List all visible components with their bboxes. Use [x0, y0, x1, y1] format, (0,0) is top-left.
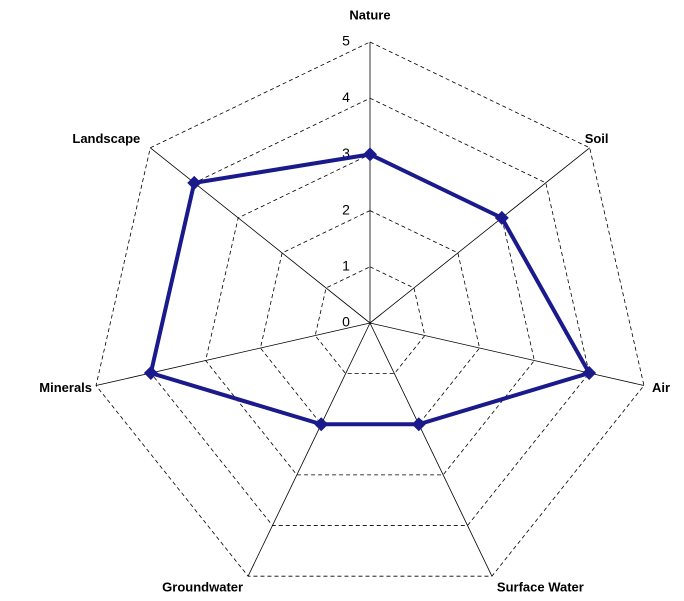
axis-line: [369, 322, 493, 577]
tick-label: 1: [342, 258, 350, 274]
tick-label: 3: [342, 145, 350, 161]
axis-line: [247, 322, 371, 577]
tick-label: 0: [342, 314, 350, 330]
category-label: Soil: [585, 131, 609, 146]
data-marker: [363, 147, 377, 162]
tick-label: 4: [342, 89, 350, 105]
grid-ring: [95, 41, 645, 577]
grid-ring: [205, 153, 535, 476]
category-label: Groundwater: [162, 580, 243, 595]
grid-ring: [314, 266, 426, 375]
axis-line: [369, 147, 590, 324]
data-marker: [187, 175, 202, 190]
category-label: Air: [652, 380, 670, 395]
axis-line: [95, 322, 371, 386]
category-label: Nature: [349, 7, 390, 22]
data-marker: [411, 417, 426, 432]
category-label: Minerals: [39, 380, 92, 395]
category-label: Landscape: [72, 131, 140, 146]
grid-ring: [259, 210, 481, 425]
axis-line: [150, 147, 371, 324]
data-marker: [314, 417, 329, 432]
data-marker: [143, 366, 158, 381]
category-label: Surface Water: [497, 580, 584, 595]
tick-label: 2: [342, 201, 350, 217]
tick-label: 5: [342, 33, 350, 49]
series-line: [148, 152, 592, 427]
axis-line: [369, 322, 645, 386]
data-marker: [494, 210, 509, 225]
data-marker: [582, 366, 597, 381]
